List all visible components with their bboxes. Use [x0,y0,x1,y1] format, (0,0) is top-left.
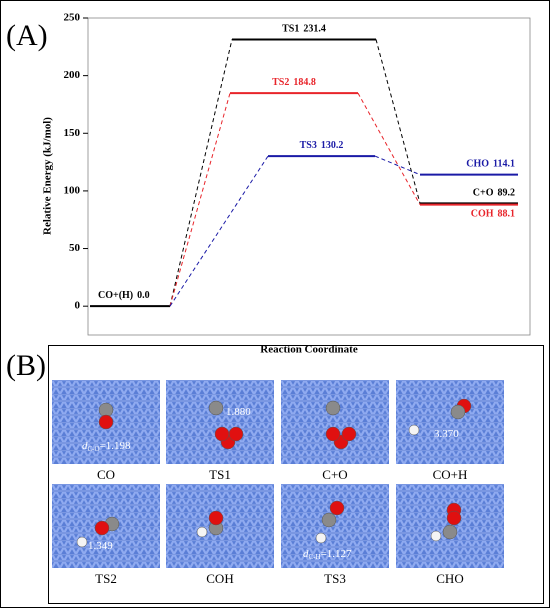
surface [281,484,389,568]
structure-image: 1.880 [166,380,274,464]
x-axis-label: Reaction Coordinate [260,344,358,356]
connector [357,92,421,205]
level-name: TS1 [282,24,299,35]
caption: TS1 [209,467,231,482]
annotation-symbol: d [82,440,88,452]
level-label: CHO 114.1 [466,159,515,170]
annotation-text: =1.198 [100,440,131,452]
caption: COH [206,571,233,586]
caption: CHO [436,571,463,586]
atom [325,426,341,442]
annotation: 1.349 [88,540,113,552]
panel-b-frame [48,345,544,604]
annotation: 3.370 [434,428,459,440]
y-tick-label: 0 [75,300,81,312]
atom [341,426,357,442]
level-label: C+O 89.2 [473,188,515,199]
level-label: COH 88.1 [471,209,515,220]
structure-image [281,380,389,464]
structure-image: 1.349 [52,484,160,568]
level-name: C+O [473,188,494,199]
connector [169,155,269,307]
surface [396,380,504,464]
atom [98,414,114,430]
y-axis-label: Relative Energy (kJ/mol) [42,117,54,235]
caption: CO [97,467,115,482]
y-tick-label: 200 [64,69,81,81]
atom [408,424,420,436]
atom [228,426,244,442]
structure-image [166,484,274,568]
annotation-text: 1.349 [88,540,113,552]
y-tick-label: 50 [69,242,81,254]
level-name: COH [471,209,494,220]
level-name: TS2 [272,77,289,88]
atom [430,530,442,542]
annotation-text: 1.880 [226,406,251,418]
surface [281,380,389,464]
atom [208,400,224,416]
atom [315,532,327,544]
level-label: TS2 184.8 [272,77,316,88]
caption: TS3 [324,571,346,586]
connector [169,39,233,307]
structure-image [396,484,504,568]
atom [76,536,88,548]
level-value: 231.4 [303,24,326,35]
caption: CO+H [433,467,468,482]
atom [442,524,458,540]
annotation-symbol: d [303,548,309,560]
connector [375,39,421,204]
y-tick-label: 100 [64,184,81,196]
structure-image: 3.370 [396,380,504,464]
level-name: CO+(H) [98,290,133,301]
atom [94,520,110,536]
level-value: 130.2 [321,140,344,151]
structure-image: dC-H=1.127 [281,484,389,568]
atom [208,510,224,526]
annotation: dC-O=1.198 [82,440,131,453]
atom [446,510,462,526]
level-value: 184.8 [293,77,316,88]
y-tick-label: 150 [64,127,81,139]
level-value: 0.0 [137,290,150,301]
annotation: 1.880 [226,406,251,418]
atom [214,426,230,442]
caption: C+O [322,467,347,482]
level-label: TS3 130.2 [300,140,344,151]
connector [374,155,421,176]
annotation: dC-H=1.127 [303,548,352,561]
annotation-subscript: C-H [309,553,321,561]
atom [325,400,341,416]
atom [450,404,466,420]
level-label: TS1 231.4 [282,24,326,35]
connector [169,93,231,307]
annotation-text: 3.370 [434,428,459,440]
y-tick-label: 250 [64,12,81,24]
level-label: CO+(H) 0.0 [98,290,150,301]
structure-image: dC-O=1.198 [52,380,160,464]
level-value: 89.2 [498,188,516,199]
surface [166,380,274,464]
level-name: TS3 [300,140,317,151]
caption: TS2 [95,571,117,586]
atom [196,526,208,538]
atom [321,512,337,528]
annotation-text: =1.127 [321,548,352,560]
panel-label: (B) [6,349,46,382]
panel-label: (A) [6,19,48,52]
level-value: 88.1 [498,209,516,220]
annotation-subscript: C-O [88,445,100,453]
level-name: CHO [466,159,489,170]
atom [329,500,345,516]
plot-frame [87,17,531,336]
level-value: 114.1 [493,159,515,170]
